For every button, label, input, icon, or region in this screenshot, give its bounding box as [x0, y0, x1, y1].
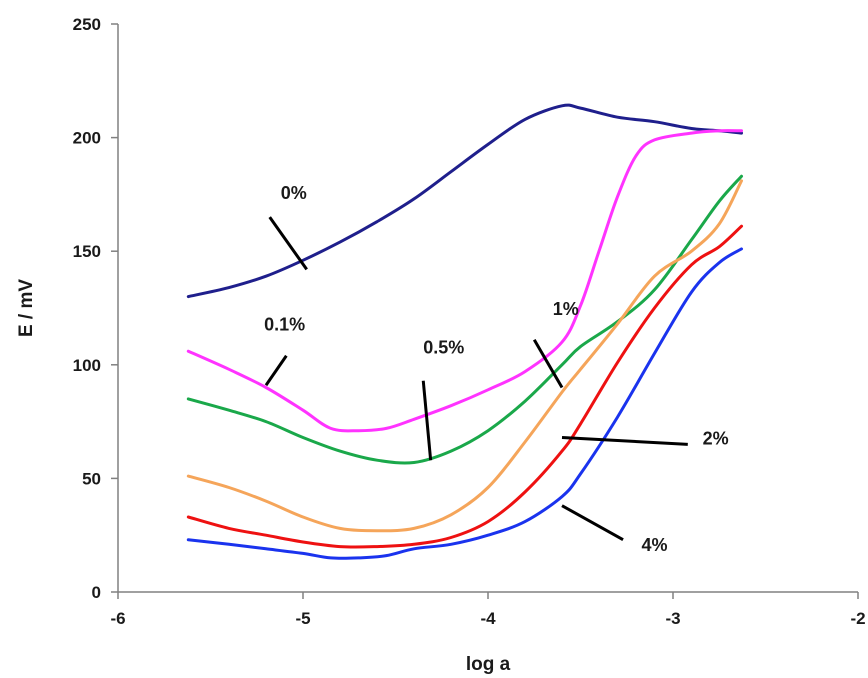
x-axis: -6 -5 -4 -3 -2	[110, 591, 866, 628]
x-tick-label: -3	[665, 609, 680, 628]
x-axis-title: log a	[466, 654, 511, 675]
leader-line-4pct	[561, 504, 624, 542]
x-tick-label: -6	[110, 609, 125, 628]
y-tick-label: 250	[73, 15, 101, 34]
series-label-4pct: 4%	[642, 535, 668, 555]
leader-line-1pct	[532, 339, 564, 389]
series-label-1pct: 1%	[553, 299, 579, 319]
series-line-1pct	[186, 179, 743, 533]
y-tick-label: 50	[82, 469, 101, 488]
leader-line-0-1pct	[264, 354, 288, 387]
series-label-0-1pct: 0.1%	[264, 315, 305, 335]
x-tick-label: -5	[295, 609, 310, 628]
leader-line-2pct	[561, 436, 688, 446]
leader-line-0pct	[268, 216, 308, 271]
series-line-0-1pct	[186, 129, 743, 433]
series-line-0-5pct	[186, 174, 743, 465]
leader-line-0-5pct	[421, 380, 433, 461]
y-tick-label: 100	[73, 356, 101, 375]
series-label-0-5pct: 0.5%	[423, 337, 464, 357]
series-line-2pct	[186, 224, 743, 549]
y-tick-label: 150	[73, 242, 101, 261]
series-label-0pct: 0%	[281, 183, 307, 203]
y-axis-title: E / mV	[16, 279, 37, 337]
series-group	[186, 103, 743, 560]
y-axis: 0 50 100 150 200 250	[73, 15, 119, 602]
y-tick-label: 200	[73, 129, 101, 148]
x-tick-label: -2	[850, 609, 865, 628]
series-label-2pct: 2%	[703, 428, 729, 448]
series-annotations: 0% 0.1% 0.5% 1% 2% 4%	[264, 183, 728, 555]
y-tick-label: 0	[92, 583, 101, 602]
x-tick-label: -4	[480, 609, 496, 628]
series-line-4pct	[186, 247, 743, 560]
series-line-0pct	[186, 103, 743, 299]
